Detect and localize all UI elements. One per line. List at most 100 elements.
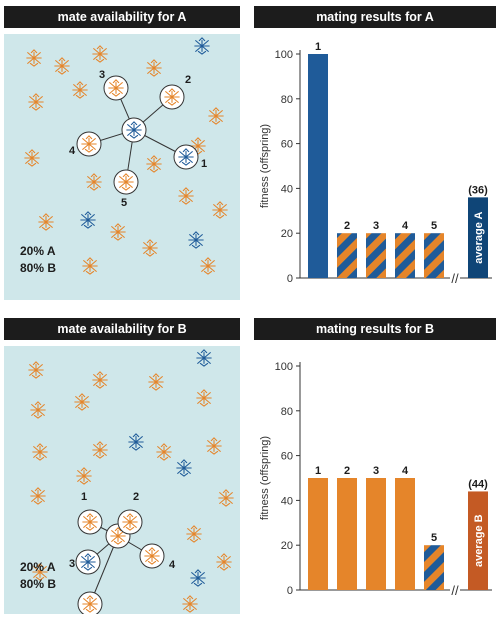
mosquito-antenna [132,433,140,438]
fitness-chart-B: // 0 20 40 60 80 100 fitness (offspring) 1 2 3 4 5 (4… [254,346,496,620]
mosquito-antenna [32,361,40,366]
bar-label: 5 [431,532,437,544]
mosquito-icon [148,373,164,391]
mosquito-thorax [80,400,84,404]
mosquito-icon [38,213,54,231]
mosquito-antenna [148,547,156,552]
mosquito-icon [92,441,108,459]
mosquito-leg [77,406,87,411]
partner-number-label: 4 [169,559,176,571]
partner-mosquito-icon [81,135,97,153]
mosquito-leg [41,226,51,231]
mosquito-antenna [146,239,154,244]
mosquito-icon [28,93,44,111]
mosquito-antenna [222,489,230,494]
mosquito-antenna [204,257,212,262]
mosquito-icon [188,231,204,249]
partner-mosquito-icon [178,148,194,166]
mosquito-icon [80,211,96,229]
mosquito-icon [156,443,172,461]
mosquito-antenna [84,553,92,558]
mosquito-icon [194,37,210,55]
mosquito-leg [129,134,139,139]
mosquito-antenna [200,349,208,354]
mosquito-leg [95,384,105,389]
mosquito-antenna [84,211,92,216]
mosquito-leg [209,450,219,455]
mosquito-icon [24,149,40,167]
average-value-label: (36) [468,184,488,196]
bar-label: 4 [402,220,409,232]
partner-number-label: 2 [133,491,139,503]
mosquito-antenna [34,401,42,406]
mosquito-antenna [194,569,202,574]
mosquito-thorax [188,602,192,606]
y-tick-label: 60 [281,139,293,151]
mosquito-icon [32,563,48,581]
mosquito-thorax [170,95,174,99]
mosquito-leg [85,270,95,275]
mosquito-leg [185,608,195,613]
mosquito-thorax [150,554,154,558]
mosquito-leg [57,70,67,75]
mosquito-icon [74,393,90,411]
average-bar-label: average B [473,514,485,567]
mosquito-antenna [200,389,208,394]
mosquito-antenna [28,149,36,154]
partner-number-label: 5 [121,197,127,209]
mosquito-antenna [182,187,190,192]
mosquito-antenna [160,443,168,448]
mosquito-leg [149,72,159,77]
average-bar [468,491,488,590]
mosquito-leg [167,101,177,106]
mosquito-thorax [224,496,228,500]
mosquito-thorax [98,378,102,382]
bar-label: 3 [373,465,379,477]
mosquito-leg [179,472,189,477]
mosquito-leg [149,168,159,173]
mosquito-antenna [180,459,188,464]
mosquito-leg [84,148,94,153]
bar-label: 3 [373,220,379,232]
mosquito-thorax [78,88,82,92]
mosquito-leg [35,576,45,581]
results-header-A: mating results for A [254,6,496,28]
mosquito-icon [218,489,234,507]
mosquito-icon [200,257,216,275]
mosquito-thorax [202,396,206,400]
bar [395,478,415,590]
y-tick-label: 100 [275,361,293,373]
mosquito-icon [182,595,198,613]
results-panel-B: mating results for B // 0 20 40 60 80 100 fitne… [254,318,496,620]
mosquito-thorax [128,520,132,524]
y-tick-label: 0 [287,585,293,597]
results-header-B: mating results for B [254,318,496,340]
y-tick-label: 40 [281,183,293,195]
mosquito-antenna [58,57,66,62]
mosquito-antenna [182,148,190,153]
bar [308,478,328,590]
mosquito-antenna [152,373,160,378]
bar [424,545,444,590]
mosquito-thorax [222,560,226,564]
y-axis-label: fitness (offspring) [259,436,271,520]
mosquito-leg [85,608,95,613]
mosquito-icon [212,201,228,219]
mosquito-leg [111,92,121,97]
mosquito-thorax [36,408,40,412]
partner-mosquito-icon [82,595,98,613]
mosquito-leg [85,526,95,531]
mosquito-antenna [150,155,158,160]
mosquito-icon [190,569,206,587]
mosquito-antenna [76,81,84,86]
mosquito-antenna [78,393,86,398]
mosquito-antenna [114,527,122,532]
mosquito-antenna [32,93,40,98]
partner-mosquito-icon [108,79,124,97]
mosquito-leg [215,214,225,219]
mosquito-icon [76,467,92,485]
mosquito-thorax [36,494,40,498]
mosquito-antenna [150,59,158,64]
mosquito-thorax [148,246,152,250]
fitness-chart-svg-A: // 0 20 40 60 80 100 fitness (offspring) 1 2 3 4 5 (3… [259,41,492,286]
